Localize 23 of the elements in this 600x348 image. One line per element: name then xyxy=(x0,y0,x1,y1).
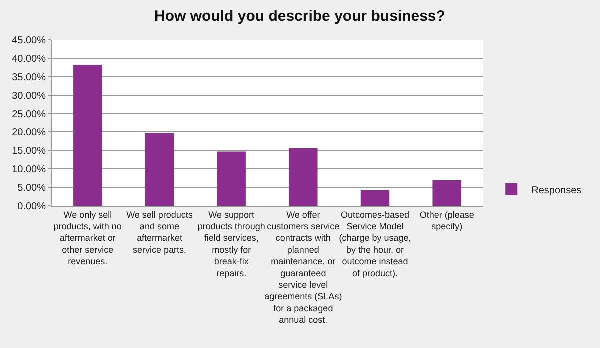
x-tick-label: Outcomes-based Service Model (charge by usage, by the hour, or outcome instead of product). xyxy=(339,210,412,278)
bar xyxy=(145,133,174,206)
x-tick-label: We only sell products, with no aftermarket or other service revenues. xyxy=(54,210,122,267)
y-tick-label: 20.00% xyxy=(12,128,46,139)
x-tick-label: We support products through field services, mostly for break-fix repairs. xyxy=(198,210,266,278)
y-tick-label: 30.00% xyxy=(12,90,46,102)
bar xyxy=(217,152,246,206)
y-tick-label: 10.00% xyxy=(12,164,46,176)
bar xyxy=(289,148,318,206)
y-tick-label: 25.00% xyxy=(12,109,46,120)
y-tick-label: 5.00% xyxy=(18,183,46,194)
bar xyxy=(432,180,462,206)
legend-label: Responses xyxy=(532,185,582,196)
chart-title: How would you describe your business? xyxy=(154,8,446,25)
y-tick-label: 35.00% xyxy=(12,72,46,84)
x-tick-label: Other (please specify) xyxy=(420,210,474,232)
bar xyxy=(360,190,390,206)
y-tick-label: 45.00% xyxy=(12,36,46,46)
y-tick-label: 0.00% xyxy=(18,202,46,212)
bar xyxy=(74,65,102,206)
y-tick-label: 40.00% xyxy=(12,54,46,65)
x-tick-label: We sell products and some aftermarket service parts. xyxy=(126,210,194,255)
y-tick-label: 15.00% xyxy=(12,146,46,158)
